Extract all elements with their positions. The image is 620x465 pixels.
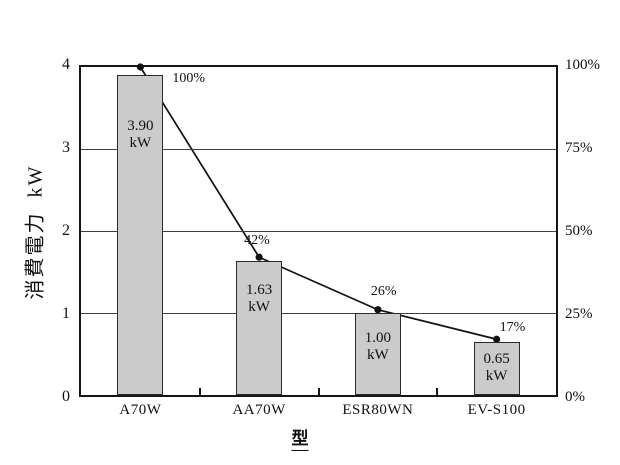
y-left-tick-label: 1: [62, 305, 70, 322]
y-left-tick-label: 3: [62, 139, 70, 156]
percent-label: 100%: [172, 71, 206, 86]
percent-label: 26%: [370, 283, 397, 299]
grid-line: [81, 231, 556, 232]
x-axis-tick: [436, 388, 439, 395]
category-label-EV-S100: EV-S100: [467, 402, 526, 418]
percent-label: 42%: [244, 233, 270, 249]
grid-line: [81, 149, 556, 150]
bar-value-label: 3.90 kW: [127, 118, 154, 152]
percentage-line-series: [136, 63, 501, 343]
data-point: [255, 253, 263, 261]
x-axis-tick: [198, 388, 201, 395]
x-axis-title: 型: [291, 424, 309, 451]
category-label-A70W: A70W: [119, 402, 162, 418]
data-point: [493, 335, 501, 343]
category-label-ESR80WN: ESR80WN: [342, 402, 414, 418]
bar-AA70W: 1.63 kW: [236, 261, 283, 395]
y-right-tick-label: 50%: [565, 223, 593, 239]
bar-value-label: 1.00 kW: [364, 330, 391, 363]
percent-label: 17%: [499, 320, 526, 336]
data-point: [374, 306, 382, 314]
y-right-tick-label: 25%: [565, 306, 593, 322]
y-left-tick-label: 4: [62, 56, 70, 73]
bar-value-label: 0.65 kW: [483, 350, 510, 384]
x-axis-tick: [317, 388, 320, 395]
grid-line: [81, 313, 556, 314]
bar-EV-S100: 0.65 kW: [473, 341, 520, 395]
y-right-tick-label: 75%: [565, 140, 593, 156]
data-point: [136, 63, 144, 71]
y-right-tick-label: 0%: [565, 389, 585, 405]
plot-area: 3.90 kW 1.63 kW 1.00 kW 0.65 kW 100% 42% 26% 17…: [79, 63, 558, 397]
y-left-tick-label: 0: [62, 388, 70, 405]
bar-ESR80WN: 1.00 kW: [354, 313, 401, 395]
bar-value-label: 1.63 kW: [246, 282, 273, 316]
y-right-tick-label: 100%: [565, 57, 600, 73]
category-label-AA70W: AA70W: [232, 402, 286, 418]
y-left-tick-label: 2: [62, 222, 70, 239]
bar-A70W: 3.90 kW: [117, 75, 164, 395]
